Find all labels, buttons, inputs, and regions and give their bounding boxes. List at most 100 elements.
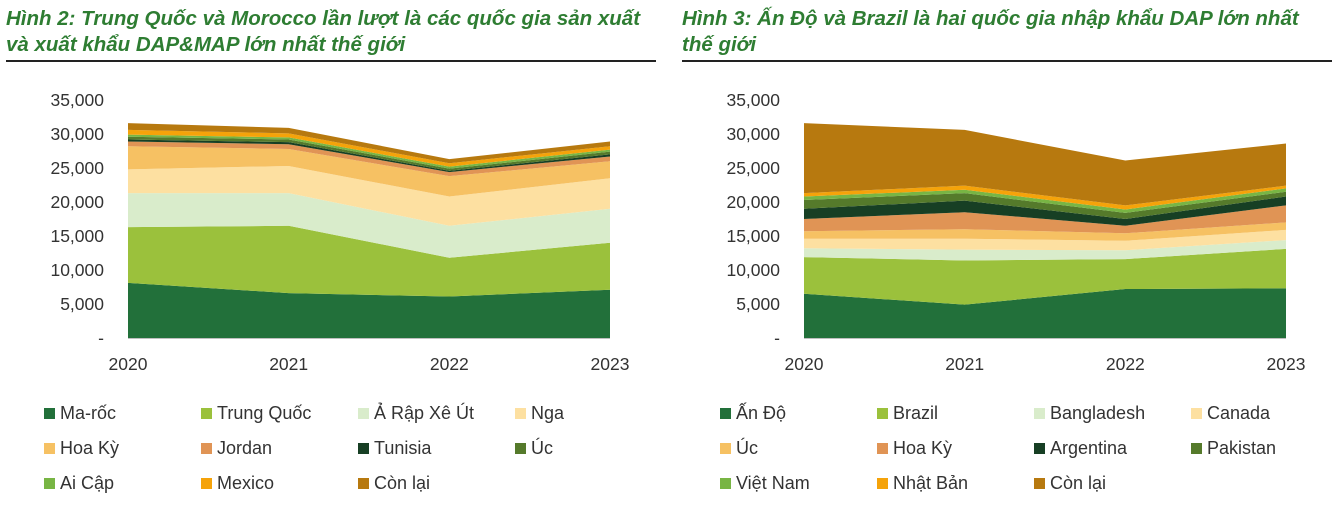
legend-item-ma-roc: Ma-rốc [44, 398, 116, 428]
figure-3-area-chart: - 5,000 10,000 15,000 20,000 25,000 30,000 35,0… [726, 90, 1306, 374]
y-tick-label: 10,000 [50, 260, 104, 280]
x-tick-label: 2023 [1267, 354, 1306, 374]
legend-swatch [1191, 407, 1202, 419]
legend-swatch [1034, 407, 1045, 419]
y-tick-label: 10,000 [726, 260, 780, 280]
legend-swatch [201, 442, 212, 454]
y-tick-label: 30,000 [726, 124, 780, 144]
area-series-viet-nam [804, 188, 1286, 213]
legend-swatch [720, 407, 731, 419]
legend-swatch [1034, 477, 1045, 489]
x-tick-label: 2023 [591, 354, 630, 374]
y-tick-label: 35,000 [726, 90, 780, 110]
area-series-trung-quoc [128, 225, 610, 297]
legend-item-brazil: Brazil [877, 398, 938, 428]
legend-item-a-rap-xe-ut: Ả Rập Xê Út [358, 398, 474, 428]
y-tick-label: 35,000 [50, 90, 104, 110]
area-series-pakistan [804, 191, 1286, 219]
legend-label: Ả Rập Xê Út [374, 402, 475, 423]
area-series-jordan [128, 141, 610, 177]
legend-swatch [720, 442, 731, 454]
y-tick-label: 5,000 [736, 294, 780, 314]
legend-swatch [44, 477, 55, 489]
y-tick-label: 5,000 [60, 294, 104, 314]
area-series-mexico [128, 129, 610, 167]
legend-label: Ấn Độ [736, 402, 787, 423]
legend-label: Tunisia [374, 437, 432, 458]
area-series-ma-roc [128, 282, 610, 338]
y-tick-label: 15,000 [726, 226, 780, 246]
figure-2-title: Hình 2: Trung Quốc và Morocco lần lượt l… [6, 6, 656, 62]
legend-label: Việt Nam [736, 472, 810, 493]
legend-item-uc: Úc [515, 433, 553, 463]
legend-swatch [358, 407, 369, 419]
legend-item-jordan: Jordan [201, 433, 272, 463]
legend-label: Mexico [217, 472, 275, 493]
x-tick-label: 2020 [785, 354, 824, 374]
area-series-argentina [804, 196, 1286, 226]
legend-label: Jordan [217, 437, 273, 458]
legend-label: Trung Quốc [217, 402, 312, 423]
legend-label: Úc [531, 437, 553, 458]
area-series-hoa-ky [804, 205, 1286, 234]
legend-swatch [515, 407, 526, 419]
area-series-nhat-ban [804, 185, 1286, 210]
legend-item-trung-quoc: Trung Quốc [201, 398, 311, 428]
y-tick-label: 20,000 [726, 192, 780, 212]
area-series-nga [128, 165, 610, 226]
legend-item-argentina: Argentina [1034, 433, 1127, 463]
legend-item-pakistan: Pakistan [1191, 433, 1276, 463]
x-tick-label: 2022 [430, 354, 469, 374]
legend-swatch [515, 442, 526, 454]
legend-label: Hoa Kỳ [60, 437, 120, 458]
legend-swatch [358, 477, 369, 489]
legend-swatch [877, 477, 888, 489]
legend-item-hoa-ky: Hoa Kỳ [44, 433, 119, 463]
legend-item-hoa-ky: Hoa Kỳ [877, 433, 952, 463]
y-tick-label: 20,000 [50, 192, 104, 212]
legend-item-nga: Nga [515, 398, 564, 428]
legend-item-con-lai: Còn lại [1034, 468, 1106, 498]
legend-swatch [358, 442, 369, 454]
legend-label: Còn lại [374, 472, 431, 493]
legend-label: Còn lại [1050, 472, 1107, 493]
x-tick-label: 2022 [1106, 354, 1145, 374]
y-tick-label: 30,000 [50, 124, 104, 144]
legend-item-bangladesh: Bangladesh [1034, 398, 1145, 428]
legend-label: Nhật Bản [893, 472, 969, 493]
legend-label: Ma-rốc [60, 402, 117, 423]
legend-item-viet-nam: Việt Nam [720, 468, 810, 498]
legend-item-tunisia: Tunisia [358, 433, 431, 463]
legend-label: Brazil [893, 402, 939, 423]
legend-label: Hoa Kỳ [893, 437, 953, 458]
legend-label: Argentina [1050, 437, 1128, 458]
area-series-a-rap-xe-ut [128, 193, 610, 258]
legend-swatch [44, 442, 55, 454]
figure-3-panel: Hình 3: Ấn Độ và Brazil là hai quốc gia … [682, 0, 1332, 512]
area-series-con-lai [128, 123, 610, 164]
legend-swatch [1191, 442, 1202, 454]
legend-label: Nga [531, 402, 565, 423]
legend-swatch [201, 407, 212, 419]
y-tick-label: 15,000 [50, 226, 104, 246]
legend-item-ai-cap: Ai Cập [44, 468, 114, 498]
legend-swatch [1034, 442, 1045, 454]
area-series-canada [804, 229, 1286, 251]
legend-swatch [201, 477, 212, 489]
y-tick-label: 25,000 [50, 158, 104, 178]
area-series-an-do [804, 288, 1286, 338]
legend-swatch [877, 442, 888, 454]
legend-item-an-do: Ấn Độ [720, 398, 786, 428]
y-tick-label: - [98, 328, 104, 348]
legend-label: Canada [1207, 402, 1271, 423]
area-series-hoa-ky [128, 146, 610, 197]
legend-label: Bangladesh [1050, 402, 1146, 423]
legend-swatch [720, 477, 731, 489]
legend-label: Ai Cập [60, 472, 115, 493]
y-tick-label: 25,000 [726, 158, 780, 178]
x-tick-label: 2021 [945, 354, 984, 374]
legend-label: Pakistan [1207, 437, 1277, 458]
legend-label: Úc [736, 437, 758, 458]
legend-swatch [44, 407, 55, 419]
